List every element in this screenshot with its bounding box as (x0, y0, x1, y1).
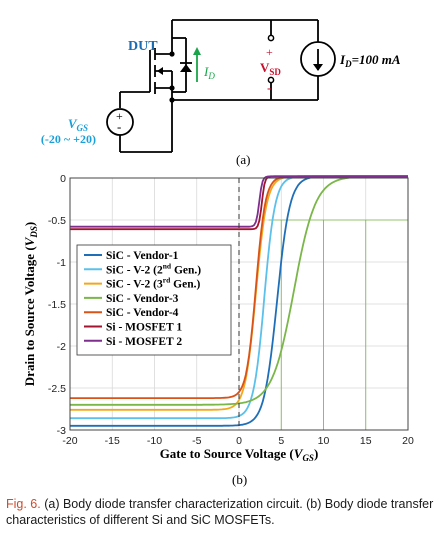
y-tick-label: -1 (57, 257, 66, 269)
legend-label: SiC - V-2 (3rd Gen.) (106, 276, 200, 291)
legend-label: SiC - Vendor-1 (106, 250, 179, 262)
y-axis-label: Drain to Source Voltage (VDS) (22, 222, 39, 386)
figure-caption: Fig. 6. (a) Body diode transfer characte… (6, 496, 442, 528)
x-tick-label: 20 (402, 435, 414, 447)
y-tick-label: 0 (60, 173, 66, 185)
x-tick-label: 15 (360, 435, 372, 447)
source-value: =100 mA (352, 52, 401, 67)
circuit-diagram: DUT ID + VSD - ID=100 mA + - VGS (-20 ~ … (41, 19, 401, 167)
vsd-label: V (260, 60, 270, 75)
id-subscript: D (207, 71, 215, 81)
y-tick-label: -3 (57, 425, 66, 437)
y-tick-label: -2 (57, 341, 66, 353)
y-ticks: 0 -0.5 -1 -1.5 -2 -2.5 -3 (48, 173, 66, 437)
vsd-plus: + (266, 45, 273, 59)
legend-label: SiC - Vendor-4 (106, 307, 179, 319)
y-tick-label: -1.5 (48, 299, 66, 311)
transfer-characteristic-chart: -20 -15 -10 -5 0 5 10 15 20 0-0.5-1-1.5-2-2.5-3 … (22, 173, 414, 487)
x-tick-label: -5 (192, 435, 201, 447)
x-tick-label: -20 (62, 435, 77, 447)
gate-source-plus: + (116, 109, 123, 123)
svg-text:VGS: VGS (68, 116, 88, 133)
legend-box (76, 244, 232, 356)
dut-label: DUT (128, 39, 158, 54)
figure-number: Fig. 6. (6, 497, 41, 511)
y-tick-label: -2.5 (48, 383, 66, 395)
legend-label: Si - MOSFET 1 (106, 322, 182, 334)
caption-a: (a) (236, 152, 250, 167)
x-tick-label: -10 (147, 435, 162, 447)
svg-text:ID=100 mA: ID=100 mA (339, 52, 401, 69)
x-tick-label: 5 (278, 435, 284, 447)
legend-label: SiC - Vendor-3 (106, 293, 179, 305)
vgs-subscript: GS (76, 123, 88, 133)
x-ticks: -20 -15 -10 -5 0 5 10 15 20 (62, 435, 414, 447)
y-tick-label: -0.5 (48, 215, 66, 227)
legend-label: SiC - V-2 (2nd Gen.) (106, 261, 201, 276)
figure-caption-text: (a) Body diode transfer characterization… (6, 497, 434, 527)
vgs-label: V (68, 116, 78, 131)
x-tick-label: 10 (318, 435, 330, 447)
x-tick-label: -15 (105, 435, 120, 447)
id-label: I (203, 64, 209, 79)
legend-label: Si - MOSFET 2 (106, 336, 182, 348)
source-label: I (339, 52, 346, 67)
vsd-subscript: SD (269, 67, 281, 77)
svg-text:VSD: VSD (260, 60, 281, 77)
gate-source-minus: - (117, 119, 121, 134)
caption-b: (b) (232, 472, 247, 487)
vgs-range: (-20 ~ +20) (41, 132, 96, 146)
vsd-minus: - (267, 81, 272, 96)
x-axis-label: Gate to Source Voltage (VGS) (160, 446, 319, 463)
x-tick-label: 0 (236, 435, 242, 447)
svg-text:ID: ID (203, 64, 215, 81)
source-subscript: D (344, 59, 352, 69)
